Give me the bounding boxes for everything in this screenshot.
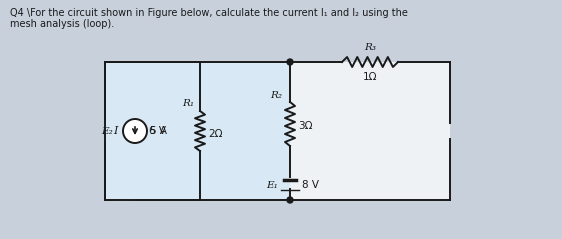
Text: 5 A: 5 A: [150, 126, 167, 136]
Text: mesh analysis (loop).: mesh analysis (loop).: [10, 19, 114, 29]
Text: 3Ω: 3Ω: [298, 121, 312, 131]
Text: E₂: E₂: [101, 126, 113, 136]
Bar: [290, 62, 450, 200]
Bar: [105, 62, 290, 200]
Text: R₃: R₃: [364, 43, 376, 52]
Text: R₁: R₁: [182, 99, 194, 108]
Text: R₂: R₂: [270, 91, 282, 100]
Circle shape: [287, 197, 293, 203]
Circle shape: [287, 59, 293, 65]
Text: 1Ω: 1Ω: [362, 72, 377, 82]
Text: Q4 \For the circuit shown in Figure below, calculate the current I₁ and I₂ using: Q4 \For the circuit shown in Figure belo…: [10, 8, 408, 18]
Text: E₁: E₁: [266, 180, 278, 190]
Text: 8 V: 8 V: [302, 180, 319, 190]
Text: 2Ω: 2Ω: [208, 129, 223, 139]
Text: I: I: [114, 126, 118, 136]
Circle shape: [123, 119, 147, 143]
Text: 6 V: 6 V: [149, 126, 166, 136]
